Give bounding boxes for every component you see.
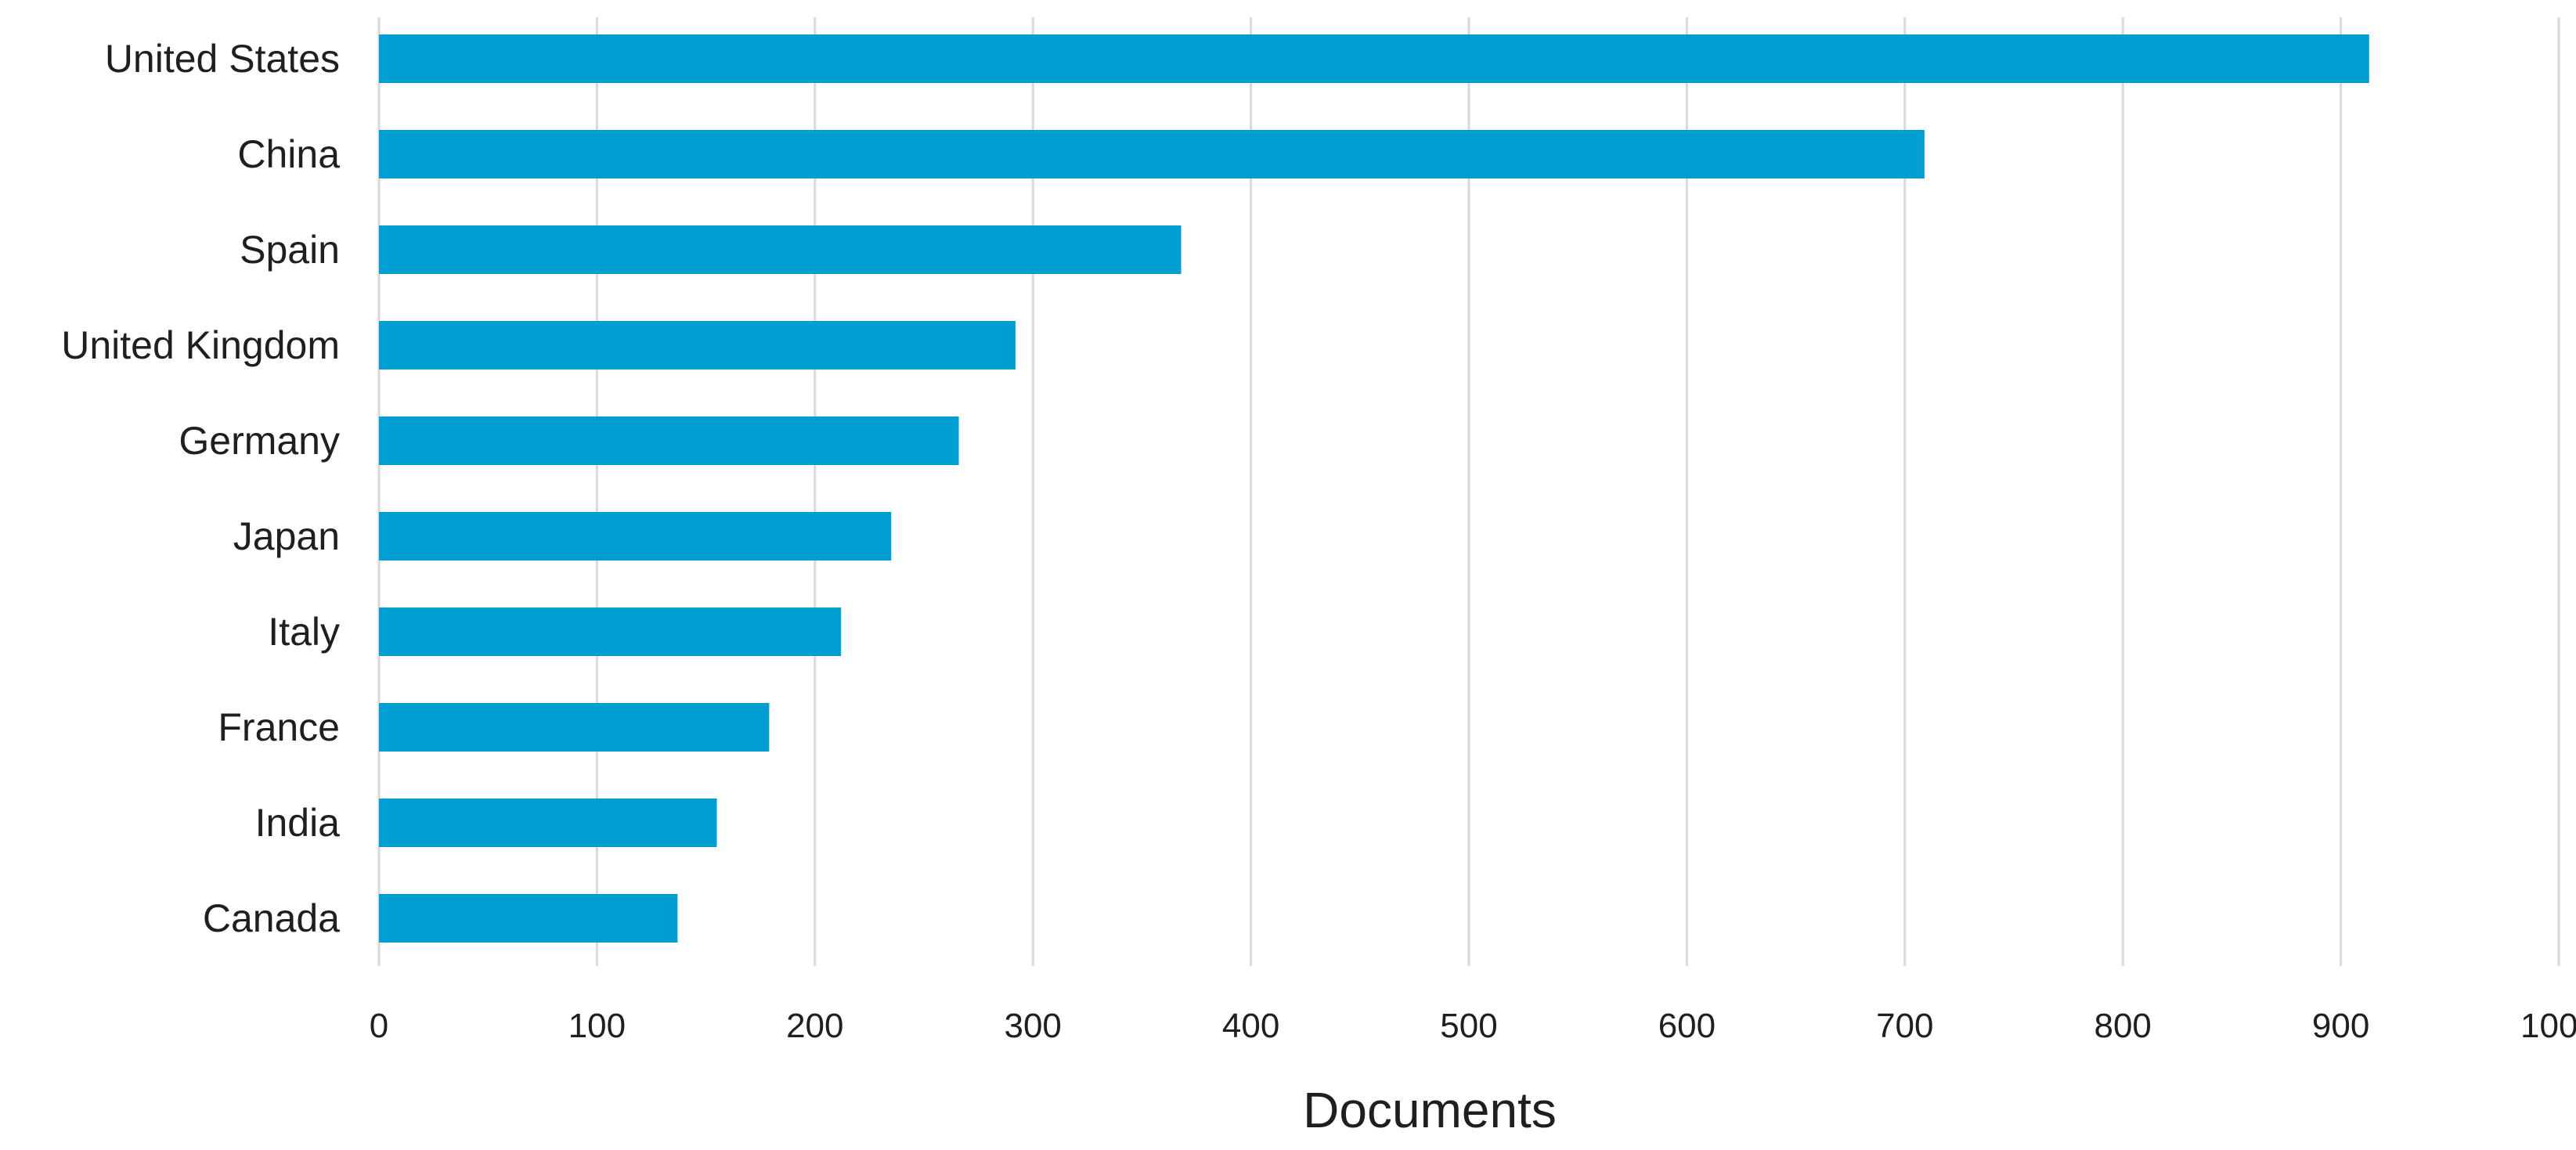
bar xyxy=(379,799,717,847)
bar xyxy=(379,607,842,656)
x-tick-label: 1000 xyxy=(2520,1007,2576,1045)
bar xyxy=(379,894,678,943)
x-tick-label: 300 xyxy=(1004,1007,1061,1045)
x-tick-label: 900 xyxy=(2312,1007,2369,1045)
bar xyxy=(379,512,892,561)
x-axis-title: Documents xyxy=(1303,1082,1557,1138)
x-tick-label: 400 xyxy=(1222,1007,1279,1045)
x-tick-label: 800 xyxy=(2094,1007,2151,1045)
category-label: France xyxy=(218,705,340,749)
x-tick-labels: 0 100 200 300 400 500 600 700 800 900 1000 xyxy=(370,1007,2576,1045)
x-tick-label: 0 xyxy=(370,1007,388,1045)
bar xyxy=(379,416,959,465)
category-label: Spain xyxy=(240,228,340,272)
x-tick-label: 200 xyxy=(786,1007,843,1045)
bar xyxy=(379,225,1182,274)
category-label: Japan xyxy=(233,514,340,558)
x-tick-label: 100 xyxy=(568,1007,626,1045)
x-tick-label: 600 xyxy=(1658,1007,1716,1045)
category-label: United States xyxy=(105,37,340,81)
category-label: Germany xyxy=(179,419,340,463)
category-labels: United States China Spain United Kingdom Ger… xyxy=(61,37,340,940)
bar xyxy=(379,34,2369,83)
category-label: United Kingdom xyxy=(61,323,340,367)
bar xyxy=(379,130,1925,178)
bars xyxy=(379,34,2369,943)
bar xyxy=(379,703,770,752)
x-tick-label: 700 xyxy=(1876,1007,1933,1045)
category-label: Canada xyxy=(203,896,340,940)
bar xyxy=(379,321,1016,370)
x-tick-label: 500 xyxy=(1440,1007,1497,1045)
category-label: India xyxy=(255,801,341,845)
category-label: China xyxy=(237,132,340,176)
category-label: Italy xyxy=(268,610,340,654)
